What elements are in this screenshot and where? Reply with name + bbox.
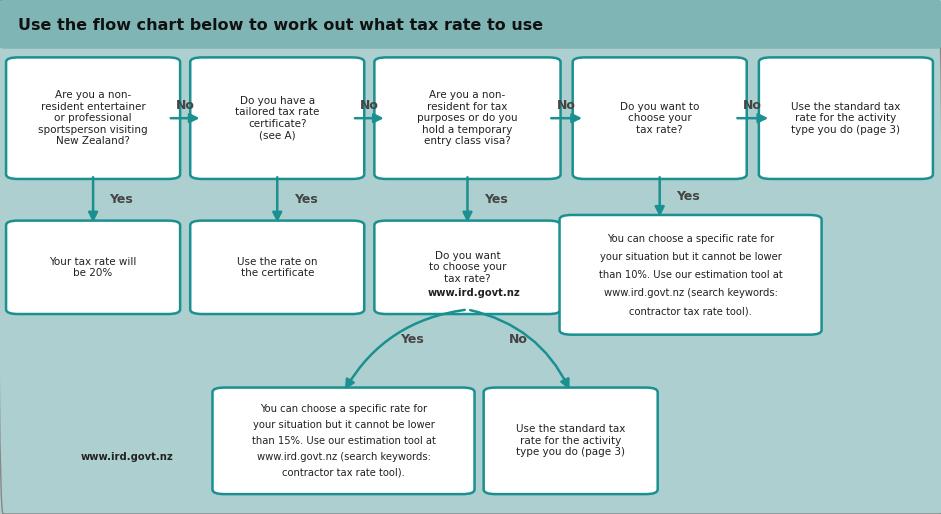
Text: www.ird.govt.nz (search keywords:: www.ird.govt.nz (search keywords: (257, 452, 430, 462)
FancyBboxPatch shape (0, 0, 941, 49)
Text: contractor tax rate tool).: contractor tax rate tool). (282, 468, 405, 478)
FancyBboxPatch shape (758, 58, 933, 179)
Text: No: No (743, 99, 762, 112)
FancyBboxPatch shape (375, 58, 561, 179)
Text: Are you a non-
resident for tax
purposes or do you
hold a temporary
entry class : Are you a non- resident for tax purposes… (417, 90, 518, 146)
Text: your situation but it cannot be lower: your situation but it cannot be lower (599, 252, 782, 262)
Text: Do you want
to choose your
tax rate?: Do you want to choose your tax rate? (429, 251, 506, 284)
Text: Use the flow chart below to work out what tax rate to use: Use the flow chart below to work out wha… (18, 19, 543, 33)
FancyBboxPatch shape (6, 221, 180, 314)
Text: contractor tax rate tool).: contractor tax rate tool). (630, 306, 752, 316)
Text: Yes: Yes (109, 193, 134, 206)
FancyBboxPatch shape (560, 215, 821, 335)
Text: Use the standard tax
rate for the activity
type you do (page 3): Use the standard tax rate for the activi… (516, 424, 626, 457)
FancyBboxPatch shape (213, 388, 474, 494)
Text: than 10%. Use our estimation tool at: than 10%. Use our estimation tool at (598, 270, 783, 280)
Text: Yes: Yes (294, 193, 317, 206)
Text: Are you a non-
resident entertainer
or professional
sportsperson visiting
New Ze: Are you a non- resident entertainer or p… (39, 90, 148, 146)
Text: You can choose a specific rate for: You can choose a specific rate for (607, 233, 774, 244)
FancyBboxPatch shape (190, 58, 364, 179)
FancyBboxPatch shape (573, 58, 747, 179)
Text: www.ird.govt.nz: www.ird.govt.nz (81, 452, 173, 462)
Text: You can choose a specific rate for: You can choose a specific rate for (260, 404, 427, 414)
Text: Do you have a
tailored tax rate
certificate?
(see A): Do you have a tailored tax rate certific… (235, 96, 319, 141)
Text: No: No (359, 99, 379, 112)
Text: No: No (557, 99, 576, 112)
Text: Use the standard tax
rate for the activity
type you do (page 3): Use the standard tax rate for the activi… (791, 102, 901, 135)
FancyBboxPatch shape (6, 58, 180, 179)
Text: Yes: Yes (677, 191, 700, 204)
Text: No: No (509, 333, 528, 346)
Text: www.ird.govt.nz (search keywords:: www.ird.govt.nz (search keywords: (603, 288, 777, 298)
Text: www.ird.govt.nz: www.ird.govt.nz (428, 288, 520, 298)
Text: Yes: Yes (484, 193, 508, 206)
Text: Your tax rate will
be 20%: Your tax rate will be 20% (49, 256, 136, 278)
Text: than 15%. Use our estimation tool at: than 15%. Use our estimation tool at (251, 436, 436, 446)
FancyBboxPatch shape (375, 221, 561, 314)
Text: your situation but it cannot be lower: your situation but it cannot be lower (252, 420, 435, 430)
Text: Yes: Yes (400, 333, 423, 346)
FancyBboxPatch shape (484, 388, 658, 494)
FancyBboxPatch shape (190, 221, 364, 314)
Text: Do you want to
choose your
tax rate?: Do you want to choose your tax rate? (620, 102, 699, 135)
Text: Use the rate on
the certificate: Use the rate on the certificate (237, 256, 317, 278)
Text: No: No (176, 99, 195, 112)
